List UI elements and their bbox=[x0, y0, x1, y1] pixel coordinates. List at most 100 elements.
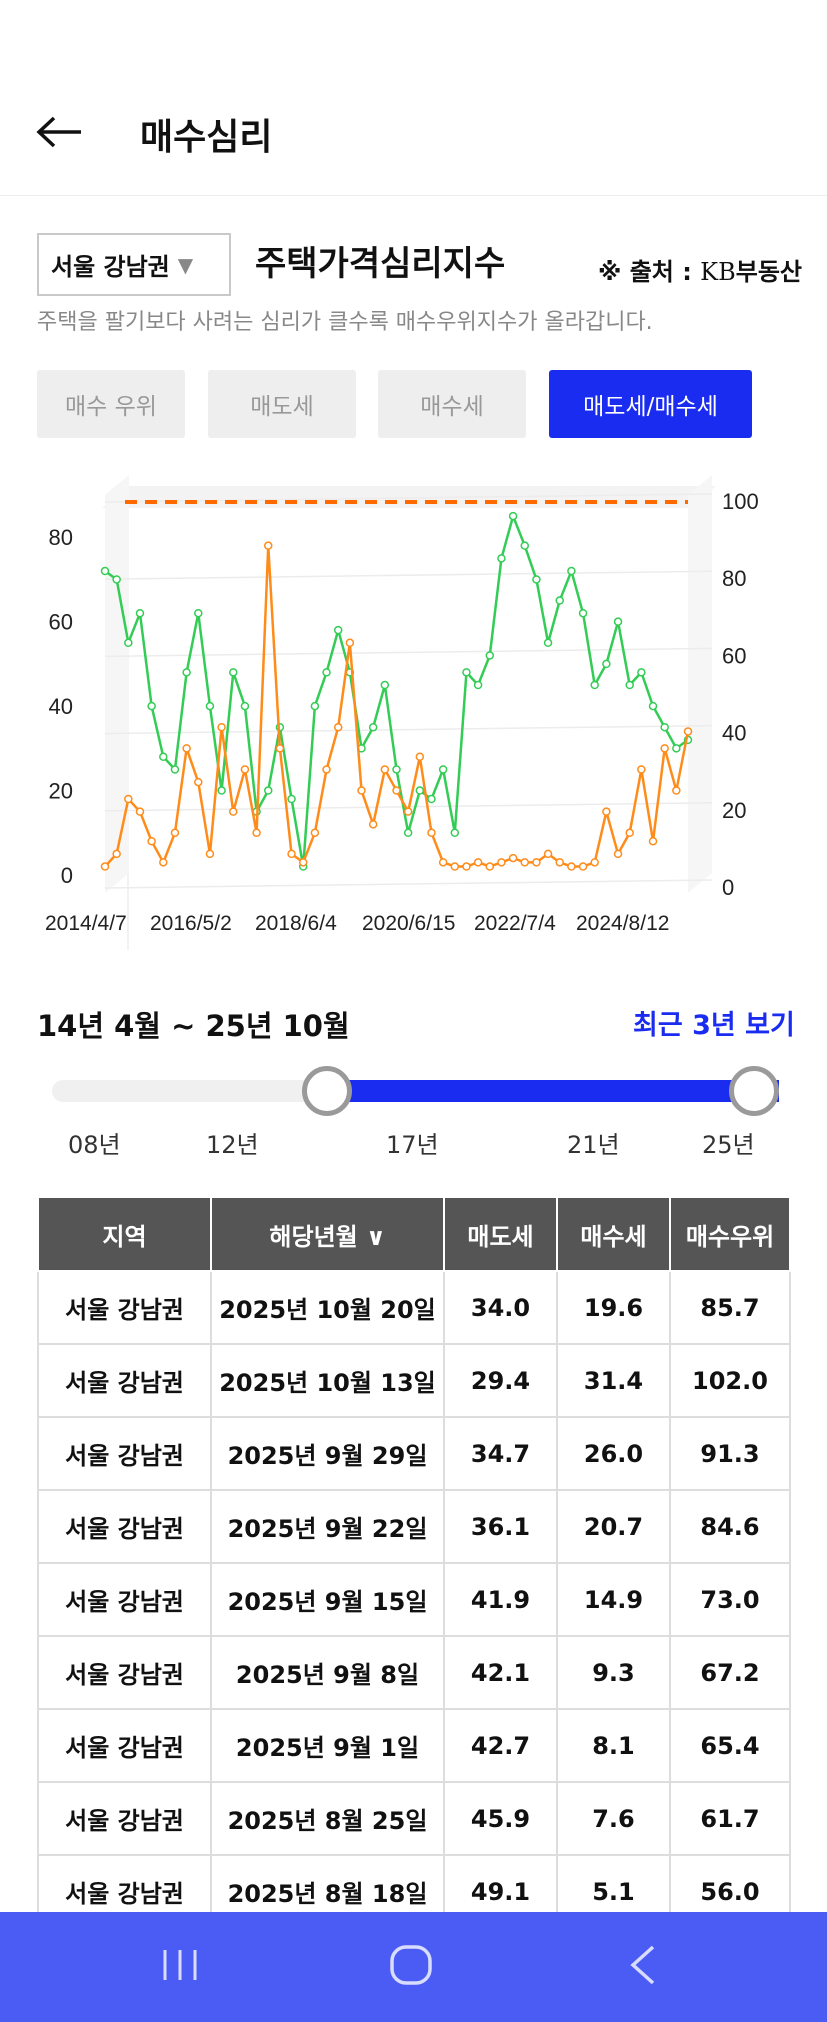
region-select-value: 서울 강남권 bbox=[51, 253, 170, 281]
header-sell: 매도세 bbox=[443, 1196, 558, 1272]
header-buy: 매수세 bbox=[556, 1196, 671, 1272]
left-axis-tick: 40 bbox=[49, 694, 73, 719]
series-1-point bbox=[205, 849, 215, 859]
series-0-point bbox=[322, 668, 331, 677]
series-1-point bbox=[112, 849, 121, 859]
series-1-point bbox=[159, 858, 168, 867]
series-0-point bbox=[602, 659, 611, 669]
cell-buy-dominance: 91.3 bbox=[669, 1416, 791, 1491]
cell-buy: 7.6 bbox=[556, 1781, 671, 1856]
left-axis-tick: 0 bbox=[61, 863, 73, 888]
series-0-point bbox=[368, 722, 378, 732]
series-0-point bbox=[497, 554, 506, 563]
right-axis-tick: 40 bbox=[722, 721, 746, 746]
cell-region: 서울 강남권 bbox=[37, 1343, 212, 1418]
table-row: 서울 강남권 2025년 9월 1일 42.7 8.1 65.4 bbox=[37, 1708, 791, 1783]
series-1-point bbox=[240, 765, 250, 774]
series-1-point bbox=[660, 744, 669, 753]
tab-sell-trend[interactable]: 매도세 bbox=[208, 370, 356, 438]
series-0-point bbox=[135, 608, 145, 618]
range-slider-selection bbox=[327, 1080, 779, 1102]
series-1-point bbox=[473, 858, 483, 867]
series-1-point bbox=[310, 828, 320, 838]
series-0-point bbox=[147, 701, 156, 711]
recent-3-years-button[interactable]: 최근 3년 보기 bbox=[633, 1010, 795, 1041]
series-1-point bbox=[100, 862, 110, 871]
region-select[interactable]: 서울 강남권 ▼ bbox=[37, 233, 231, 296]
x-axis-tick: 2024/8/12 bbox=[576, 912, 669, 935]
range-slider-start-handle[interactable] bbox=[302, 1066, 352, 1116]
series-0-point bbox=[637, 668, 646, 677]
series-1-point bbox=[357, 786, 366, 795]
series-1-point bbox=[147, 836, 156, 846]
series-0-point bbox=[182, 668, 191, 677]
cell-buy: 20.7 bbox=[556, 1489, 671, 1564]
series-0-point bbox=[240, 701, 250, 711]
tab-sell-buy-trend[interactable]: 매도세/매수세 bbox=[549, 370, 752, 438]
cell-date: 2025년 10월 20일 bbox=[210, 1270, 445, 1345]
cell-sell: 41.9 bbox=[443, 1562, 558, 1637]
series-1-point bbox=[567, 862, 576, 871]
series-0-point bbox=[205, 701, 215, 711]
slider-tick-17: 17년 bbox=[386, 1131, 439, 1159]
series-1-point bbox=[508, 853, 518, 863]
range-title: 14년 4월 ~ 25년 10월 bbox=[37, 1009, 350, 1043]
cell-region: 서울 강남권 bbox=[37, 1708, 212, 1783]
home-button[interactable] bbox=[376, 1935, 446, 1995]
description-text: 주택을 팔기보다 사려는 심리가 클수록 매수우위지수가 올라갑니다. bbox=[37, 310, 653, 335]
x-axis-tick: 2018/6/4 bbox=[255, 912, 337, 935]
series-1-point bbox=[578, 862, 588, 871]
back-nav-button[interactable] bbox=[608, 1935, 678, 1995]
series-0-point bbox=[508, 511, 518, 521]
cell-date: 2025년 9월 29일 bbox=[210, 1416, 445, 1491]
series-0-point bbox=[578, 608, 588, 618]
series-1-point bbox=[613, 849, 623, 859]
series-1-point bbox=[438, 858, 448, 867]
series-0-point bbox=[543, 638, 553, 648]
tab-buy-trend[interactable]: 매수세 bbox=[378, 370, 526, 438]
header-date[interactable]: 해당년월 ∨ bbox=[210, 1196, 445, 1272]
series-0-point bbox=[217, 786, 226, 795]
system-nav-bar bbox=[0, 1912, 827, 2022]
x-axis-tick: 2022/7/4 bbox=[474, 912, 556, 935]
table-row: 서울 강남권 2025년 8월 25일 45.9 7.6 61.7 bbox=[37, 1781, 791, 1856]
chevron-down-icon: ∨ bbox=[366, 1222, 386, 1251]
back-button[interactable] bbox=[36, 110, 86, 150]
cell-date: 2025년 9월 22일 bbox=[210, 1489, 445, 1564]
data-table: 지역 해당년월 ∨ 매도세 매수세 매수우위 서울 강남권 2025년 10월 2… bbox=[37, 1196, 791, 1929]
series-0-point bbox=[100, 566, 110, 576]
series-0-point bbox=[520, 541, 530, 550]
series-0-point bbox=[473, 680, 483, 690]
cell-buy: 8.1 bbox=[556, 1708, 671, 1783]
series-0-point bbox=[124, 638, 133, 648]
table-row: 서울 강남권 2025년 9월 22일 36.1 20.7 84.6 bbox=[37, 1489, 791, 1564]
series-1-point bbox=[287, 849, 296, 859]
source-prefix: ※ 출처 : bbox=[598, 258, 692, 286]
tab-buy-dominance[interactable]: 매수 우위 bbox=[37, 370, 185, 438]
series-0-point bbox=[590, 680, 599, 690]
series-1-point bbox=[590, 858, 599, 867]
series-0-point bbox=[112, 575, 121, 584]
right-axis-tick: 100 bbox=[722, 489, 759, 514]
chart-floor bbox=[102, 486, 716, 508]
cell-sell: 42.7 bbox=[443, 1708, 558, 1783]
series-1-point bbox=[392, 786, 401, 795]
series-0-point bbox=[263, 786, 273, 795]
recent-apps-button[interactable] bbox=[145, 1935, 215, 1995]
right-axis-tick: 80 bbox=[722, 566, 746, 591]
cell-region: 서울 강남권 bbox=[37, 1781, 212, 1856]
series-1-point bbox=[485, 862, 495, 871]
left-axis-tick: 60 bbox=[49, 610, 73, 635]
series-0-point bbox=[194, 608, 203, 618]
slider-tick-25: 25년 bbox=[702, 1131, 755, 1159]
cell-date: 2025년 9월 15일 bbox=[210, 1562, 445, 1637]
header-buy-dominance: 매수우위 bbox=[669, 1196, 791, 1272]
series-0-point bbox=[613, 617, 623, 626]
cell-date: 2025년 10월 13일 bbox=[210, 1343, 445, 1418]
cell-buy: 19.6 bbox=[556, 1270, 671, 1345]
left-axis-tick: 80 bbox=[49, 525, 73, 550]
slider-tick-12: 12년 bbox=[206, 1131, 259, 1159]
range-slider-end-handle[interactable] bbox=[729, 1066, 779, 1116]
cell-sell: 34.0 bbox=[443, 1270, 558, 1345]
cell-buy: 14.9 bbox=[556, 1562, 671, 1637]
